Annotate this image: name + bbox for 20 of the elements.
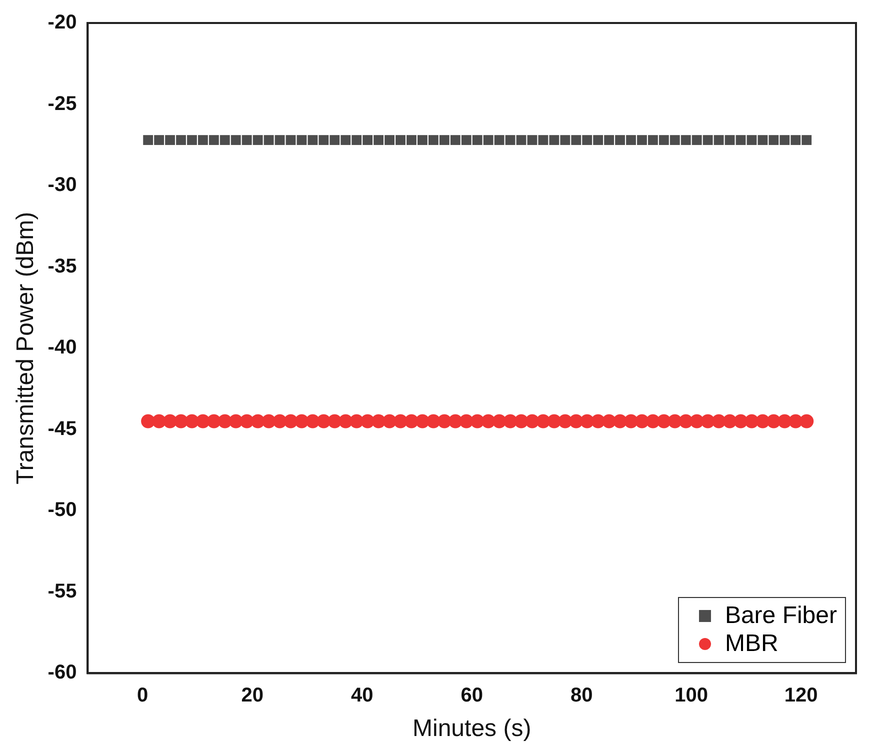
y-tick-label: -50 [48, 499, 77, 522]
x-tick-label: 80 [570, 684, 593, 707]
x-tick-label: 60 [460, 684, 483, 707]
x-tick-label: 0 [137, 684, 148, 707]
x-tick-label: 100 [674, 684, 708, 707]
y-tick-label: -20 [48, 12, 77, 34]
y-axis-title: Transmitted Power (dBm) [12, 212, 40, 484]
y-tick-label: -55 [48, 580, 77, 602]
x-tick-label: 40 [350, 684, 374, 707]
y-tick-label: -60 [48, 662, 77, 684]
y-tick-label: -25 [48, 92, 77, 115]
y-tick-label: -35 [48, 255, 77, 278]
x-tick-label: 20 [241, 684, 264, 707]
y-tick-label: -30 [48, 174, 77, 196]
legend-label: MBR [724, 630, 778, 658]
y-tick-label: -40 [48, 336, 77, 359]
legend-label: Bare Fiber [724, 602, 837, 630]
x-axis-title: Minutes (s) [412, 715, 532, 742]
y-tick-label: -45 [48, 418, 77, 440]
x-tick-label: 120 [784, 684, 818, 707]
